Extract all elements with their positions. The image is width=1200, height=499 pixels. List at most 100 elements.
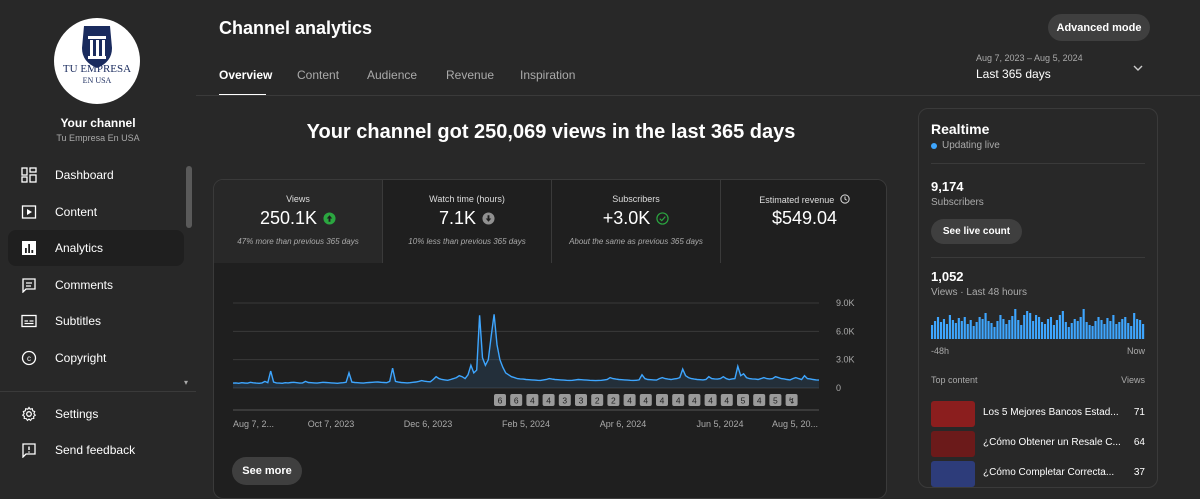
video-marker-label: 6 [514, 396, 519, 406]
video-marker-label: 6 [498, 396, 503, 406]
date-range-label[interactable]: Last 365 days [976, 67, 1051, 81]
scroll-down-icon[interactable]: ▾ [184, 378, 189, 387]
live-dot-icon [931, 142, 937, 149]
x-tick-label: Feb 5, 2024 [502, 419, 550, 429]
date-range-text[interactable]: Aug 7, 2023 – Aug 5, 2024 [976, 53, 1083, 63]
video-marker[interactable] [753, 394, 766, 406]
realtime-bar [1094, 321, 1097, 339]
video-marker[interactable] [737, 394, 749, 406]
channel-avatar[interactable]: TU EMPRESA EN USA [54, 18, 140, 104]
sidebar-item-analytics[interactable]: Analytics [8, 230, 184, 266]
metric-views[interactable]: Views 250.1K 47% more than previous 365 … [214, 180, 382, 263]
x-tick-label: Aug 5, 20... [772, 419, 818, 429]
video-marker[interactable] [688, 394, 701, 406]
video-marker[interactable] [526, 394, 539, 406]
sidebar-item-settings[interactable]: Settings [8, 396, 184, 432]
realtime-bar [1008, 320, 1011, 339]
video-marker[interactable] [704, 394, 717, 406]
views-line-chart[interactable]: 9.0K 6.0K 3.0K 0 6 6 4 4 3 3 2 2 4 4 4 4 4 4 4 5 4 5 ↯ Aug 7, 2… [214, 280, 887, 440]
tab-inspiration[interactable]: Inspiration [520, 68, 576, 82]
realtime-bar [936, 317, 940, 339]
tab-overview[interactable]: Overview [219, 68, 273, 82]
realtime-bar [963, 317, 966, 339]
sidebar-scrollbar[interactable] [186, 166, 192, 228]
realtime-bar [1106, 318, 1109, 339]
realtime-bar [1026, 311, 1029, 339]
realtime-bar [1061, 311, 1064, 339]
video-marker-label: 2 [595, 396, 600, 406]
tab-content[interactable]: Content [297, 68, 340, 82]
realtime-bar [939, 322, 943, 339]
realtime-bar [1133, 313, 1136, 339]
realtime-bar [1052, 325, 1055, 339]
tab-revenue[interactable]: Revenue [446, 68, 495, 82]
comments-icon [20, 276, 38, 294]
sidebar-item-label: Content [55, 205, 98, 219]
video-marker-label: 5 [741, 396, 746, 406]
chevron-down-icon[interactable] [1132, 62, 1144, 74]
realtime-bar [960, 321, 963, 339]
sidebar-item-comments[interactable]: Comments [8, 267, 184, 303]
video-marker[interactable] [607, 394, 620, 406]
x-tick-label: Apr 6, 2024 [600, 419, 647, 429]
realtime-bar [1082, 309, 1085, 339]
realtime-bar [1064, 322, 1067, 339]
video-marker[interactable] [542, 394, 555, 406]
metric-subscribers[interactable]: Subscribers +3.0K About the same as prev… [552, 180, 720, 263]
realtime-bar [948, 315, 951, 339]
realtime-bar [1035, 315, 1038, 339]
video-marker[interactable] [591, 394, 604, 406]
series-line[interactable] [232, 314, 820, 385]
see-live-count-button[interactable]: See live count [931, 219, 1022, 244]
video-thumbnail [931, 431, 975, 457]
sidebar-item-label: Send feedback [55, 443, 136, 457]
sidebar-item-content[interactable]: Content [8, 194, 184, 230]
video-marker[interactable] [720, 394, 733, 406]
metric-label: Watch time (hours) [429, 194, 505, 204]
realtime-bar [1079, 317, 1082, 339]
video-marker[interactable] [785, 394, 798, 406]
realtime-bar-chart[interactable] [931, 305, 1145, 341]
video-marker-label: 4 [660, 396, 665, 406]
realtime-bar [951, 320, 954, 339]
sidebar-item-copyright[interactable]: c Copyright [8, 340, 184, 376]
video-marker[interactable] [494, 394, 506, 406]
sidebar-item-dashboard[interactable]: Dashboard [8, 157, 184, 193]
live-status-label: Updating live [942, 140, 1000, 151]
see-more-button[interactable]: See more [232, 457, 302, 485]
top-content-item[interactable]: ¿Cómo Obtener un Resale C... 64 [931, 431, 1145, 457]
metric-note: About the same as previous 365 days [569, 237, 703, 246]
video-marker[interactable] [575, 394, 587, 406]
realtime-bar [1112, 315, 1115, 339]
realtime-title: Realtime [931, 121, 990, 137]
metric-watch-time[interactable]: Watch time (hours) 7.1K 10% less than pr… [383, 180, 551, 263]
video-marker[interactable] [558, 394, 571, 406]
video-marker[interactable] [672, 394, 685, 406]
tab-audience[interactable]: Audience [367, 68, 418, 82]
metric-revenue[interactable]: Estimated revenue $549.04 [721, 180, 886, 263]
advanced-mode-button[interactable]: Advanced mode [1048, 14, 1150, 41]
realtime-bar [1127, 323, 1130, 339]
metric-value: 250.1K [214, 208, 382, 229]
video-marker[interactable] [510, 394, 523, 406]
x-tick-label: Jun 5, 2024 [696, 419, 743, 429]
video-marker[interactable] [656, 394, 668, 406]
realtime-bar [1118, 322, 1121, 339]
video-marker[interactable] [769, 394, 782, 406]
realtime-bar [1115, 324, 1118, 339]
realtime-bar [1091, 326, 1094, 339]
realtime-bar [1058, 315, 1061, 339]
realtime-bar [1088, 325, 1091, 339]
channel-name: Tu Empresa En USA [56, 133, 140, 143]
y-tick-label: 6.0K [836, 326, 855, 336]
sidebar-item-subtitles[interactable]: Subtitles [8, 303, 184, 339]
check-icon [656, 212, 669, 225]
top-content-item[interactable]: ¿Cómo Completar Correcta... 37 [931, 461, 1145, 487]
subtitles-icon [20, 312, 38, 330]
video-marker[interactable] [623, 394, 636, 406]
video-marker-label: 4 [643, 396, 648, 406]
top-content-item[interactable]: Los 5 Mejores Bancos Estad... 71 [931, 401, 1145, 427]
video-marker[interactable] [639, 394, 652, 406]
sidebar-item-label: Comments [55, 278, 114, 292]
sidebar-item-feedback[interactable]: Send feedback [8, 432, 184, 468]
